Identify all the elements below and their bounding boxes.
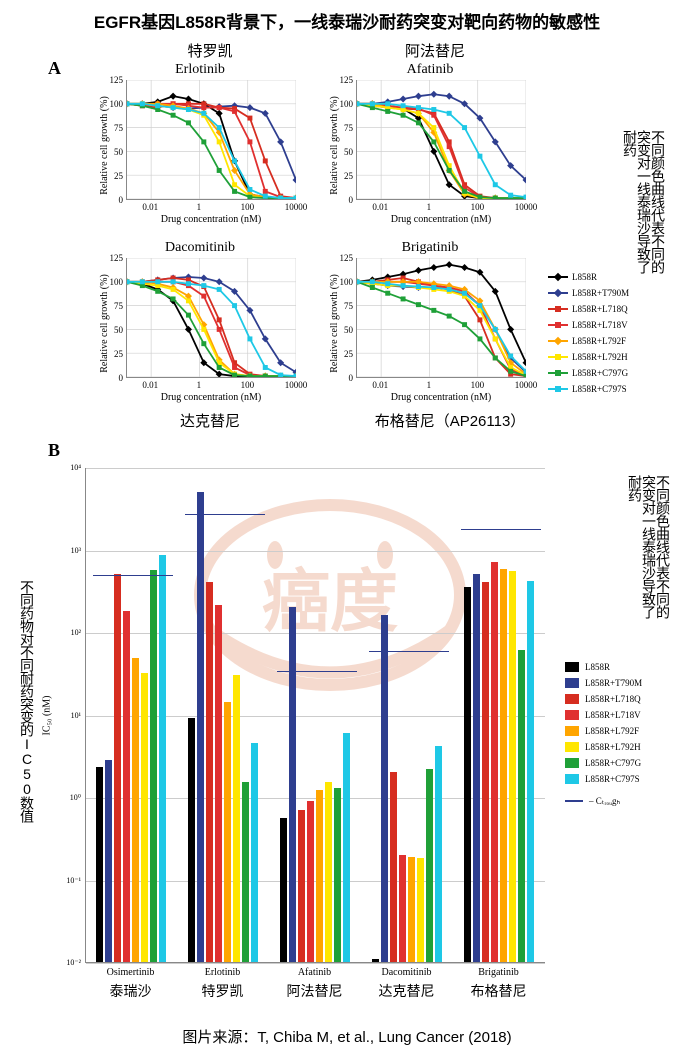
bar	[343, 733, 350, 962]
bar	[96, 767, 103, 962]
annotation-vert-b: 不同颜色曲线代表不同的突变对一线泰瑞沙导致了耐药	[560, 475, 670, 625]
bar	[435, 746, 442, 962]
legend-item: L858R+L792H	[565, 740, 642, 754]
bar	[464, 587, 471, 962]
legend-item: L858R+T790M	[548, 286, 629, 300]
cn-title-brigatinib: 布格替尼（AP26113）	[340, 410, 560, 431]
bar	[224, 702, 231, 962]
plot-dacomitinib	[126, 258, 296, 378]
ctrough-line	[369, 651, 449, 652]
bar	[527, 581, 534, 962]
bar-plot: 10⁻²10⁻¹10⁰10¹10²10³10⁴Osimertinib泰瑞沙Erl…	[85, 468, 545, 963]
bar	[426, 769, 433, 962]
legend-item: L858R+L792F	[548, 334, 629, 348]
legend-item: L858R	[548, 270, 629, 284]
bar	[242, 782, 249, 962]
panel-a-label: A	[48, 58, 61, 79]
cn-title-afatinib: 阿法替尼	[345, 40, 525, 61]
footer: 图片来源：T, Chiba M, et al., Lung Cancer (20…	[0, 1026, 694, 1047]
bar	[141, 673, 148, 962]
legend-item: L858R	[565, 660, 642, 674]
legend-item: L858R+L718V	[565, 708, 642, 722]
chart-brigatinib: Brigatinib 02550751001250.01110010000Rel…	[320, 240, 540, 405]
chart-dacomitinib: Dacomitinib 02550751001250.01110010000Re…	[90, 240, 310, 405]
plot-brigatinib	[356, 258, 526, 378]
bar	[390, 772, 397, 962]
ctrough-line	[185, 514, 265, 515]
ctrough-line	[93, 575, 173, 576]
annotation-vert-a: 不同颜色曲线代表不同的突变对一线泰瑞沙导致了耐药	[555, 130, 665, 280]
ctrough-line	[461, 529, 541, 530]
bar	[132, 658, 139, 962]
bar	[280, 818, 287, 962]
chart-afatinib: Afatinib 02550751001250.01110010000Relat…	[320, 62, 540, 227]
bar	[482, 582, 489, 962]
cn-title-erlotinib: 特罗凯	[120, 40, 300, 61]
bar	[206, 582, 213, 962]
bar	[399, 855, 406, 962]
bar	[215, 605, 222, 962]
bar	[509, 571, 516, 962]
chart-title-erlotinib: Erlotinib	[90, 62, 310, 78]
legend-item: L858R+T790M	[565, 676, 642, 690]
bar	[473, 574, 480, 962]
chart-title-afatinib: Afatinib	[320, 62, 540, 78]
bar-yaxis-title: IC₅₀ (nM)	[42, 695, 53, 735]
bar	[491, 562, 498, 962]
bar	[372, 959, 379, 962]
bar	[325, 782, 332, 962]
legend-item: L858R+C797S	[548, 382, 629, 396]
bar	[197, 492, 204, 962]
plot-erlotinib	[126, 80, 296, 200]
legend-b: L858R L858R+T790M L858R+L718Q L858R+L718V L8…	[565, 660, 642, 810]
bar	[500, 569, 507, 962]
chart-erlotinib: Erlotinib 02550751001250.01110010000Rela…	[90, 62, 310, 227]
legend-item: L858R+L718V	[548, 318, 629, 332]
bar	[159, 555, 166, 962]
bar	[251, 743, 258, 962]
ctrough-line	[277, 671, 357, 672]
legend-item: L858R+L718Q	[548, 302, 629, 316]
bar	[417, 858, 424, 962]
legend-item: L858R+L792H	[548, 350, 629, 364]
cn-title-dacomitinib: 达克替尼	[140, 410, 280, 431]
bar	[381, 615, 388, 962]
bar	[105, 760, 112, 962]
bar	[518, 650, 525, 962]
bar	[114, 574, 121, 962]
legend-item: L858R+C797G	[548, 366, 629, 380]
panel-b-ytitle: 不同药物对不同耐药突变的IC50数值	[12, 580, 34, 822]
bar	[334, 788, 341, 962]
legend-a: L858R L858R+T790M L858R+L718Q L858R+L718V L8…	[548, 270, 629, 398]
bar	[150, 570, 157, 962]
legend-item: L858R+C797S	[565, 772, 642, 786]
bar	[316, 790, 323, 962]
legend-item: L858R+L718Q	[565, 692, 642, 706]
main-title: EGFR基因L858R背景下，一线泰瑞沙耐药突变对靶向药物的敏感性	[0, 0, 694, 41]
bar	[289, 607, 296, 962]
bar	[307, 801, 314, 962]
chart-title-dacomitinib: Dacomitinib	[90, 240, 310, 256]
bar	[298, 810, 305, 962]
legend-ctrough: – Cₜᵣₒᵤgₕ	[565, 794, 642, 808]
bar	[233, 675, 240, 962]
bar	[408, 857, 415, 962]
plot-afatinib	[356, 80, 526, 200]
bar	[188, 718, 195, 962]
bar	[123, 611, 130, 962]
legend-item: L858R+C797G	[565, 756, 642, 770]
legend-item: L858R+L792F	[565, 724, 642, 738]
panel-b-label: B	[48, 440, 60, 461]
chart-title-brigatinib: Brigatinib	[320, 240, 540, 256]
